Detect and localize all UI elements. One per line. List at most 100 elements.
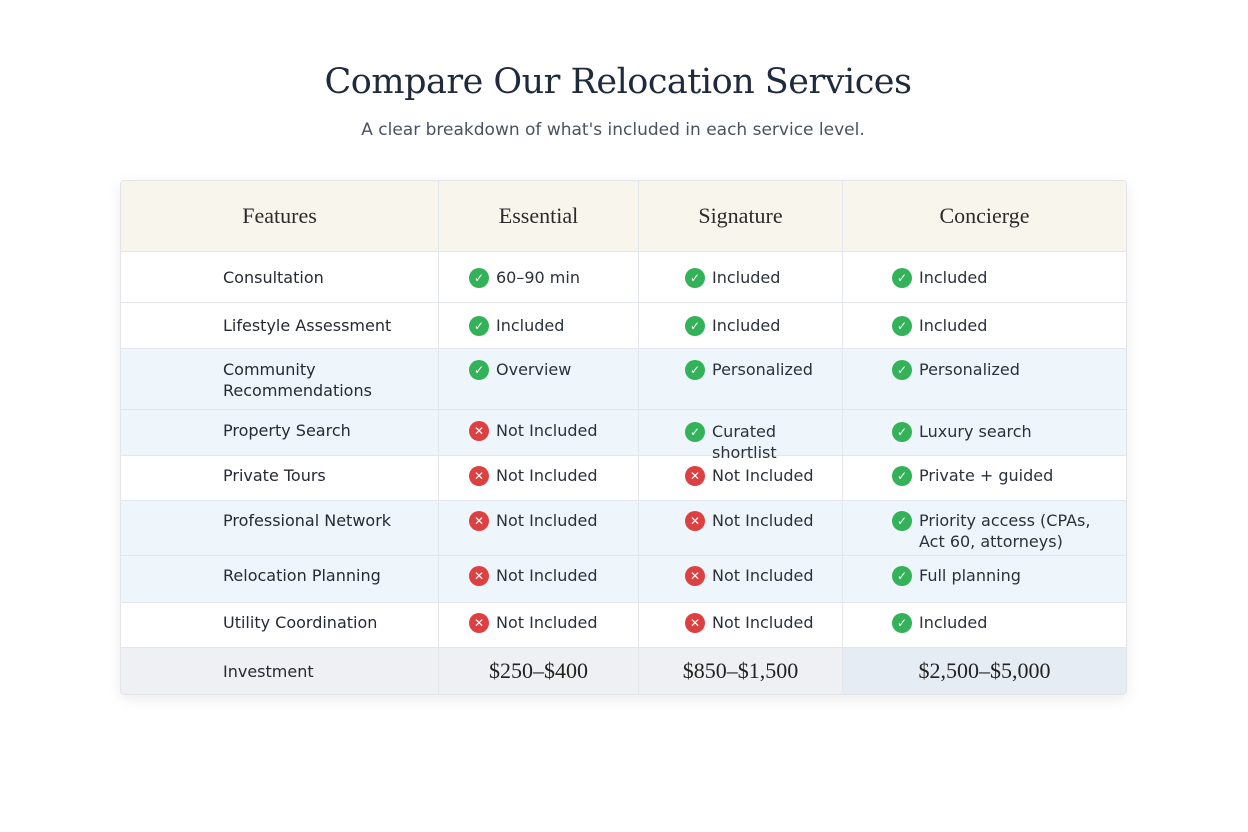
x-icon: ✕ bbox=[469, 613, 489, 633]
cell-text: Included bbox=[919, 268, 988, 287]
feature-cell: ✓ Full planning bbox=[842, 556, 1126, 602]
feature-label: Private Tours bbox=[223, 466, 326, 485]
table-row: Lifestyle Assessment ✓ Included ✓ Included ✓ I… bbox=[121, 302, 1126, 348]
investment-row: Investment $250–$400 $850–$1,500 $2,500–… bbox=[121, 647, 1126, 694]
column-header-features: Features bbox=[242, 203, 317, 228]
check-icon: ✓ bbox=[892, 511, 912, 531]
feature-label: Property Search bbox=[223, 421, 351, 440]
x-icon: ✕ bbox=[469, 511, 489, 531]
column-header-essential: Essential bbox=[438, 181, 638, 251]
cell-text: Not Included bbox=[496, 566, 598, 585]
page-title: Compare Our Relocation Services bbox=[324, 62, 912, 102]
cell-text: Included bbox=[919, 316, 988, 335]
check-icon: ✓ bbox=[685, 268, 705, 288]
table-row: Private Tours ✕ Not Included ✕ Not Included ✓… bbox=[121, 455, 1126, 500]
cell-text: Personalized bbox=[712, 360, 813, 379]
feature-cell: ✓ Included bbox=[842, 303, 1126, 348]
check-icon: ✓ bbox=[469, 268, 489, 288]
column-header-signature: Signature bbox=[638, 181, 842, 251]
feature-cell: ✓ Luxury search bbox=[842, 410, 1126, 463]
check-icon: ✓ bbox=[892, 422, 912, 442]
x-icon: ✕ bbox=[469, 421, 489, 441]
price-essential: $250–$400 bbox=[438, 648, 638, 694]
feature-cell: ✓ Private + guided bbox=[842, 456, 1126, 500]
cell-text: Priority access (CPAs, Act 60, attorneys… bbox=[919, 511, 1091, 551]
feature-cell: ✕ Not Included bbox=[638, 456, 842, 500]
feature-label: Consultation bbox=[223, 268, 324, 287]
feature-cell: ✓ Included bbox=[638, 252, 842, 302]
x-icon: ✕ bbox=[685, 466, 705, 486]
check-icon: ✓ bbox=[892, 360, 912, 380]
cell-text: Not Included bbox=[496, 466, 598, 485]
x-icon: ✕ bbox=[685, 566, 705, 586]
price-signature: $850–$1,500 bbox=[638, 648, 842, 694]
feature-cell: ✓ Personalized bbox=[842, 349, 1126, 409]
x-icon: ✕ bbox=[469, 466, 489, 486]
feature-label: Relocation Planning bbox=[223, 566, 381, 585]
check-icon: ✓ bbox=[892, 566, 912, 586]
cell-text: Not Included bbox=[712, 466, 814, 485]
x-icon: ✕ bbox=[685, 613, 705, 633]
cell-text: Personalized bbox=[919, 360, 1020, 379]
feature-cell: ✕ Not Included bbox=[638, 603, 842, 647]
feature-cell: ✕ Not Included bbox=[438, 410, 638, 463]
cell-text: Full planning bbox=[919, 566, 1021, 585]
check-icon: ✓ bbox=[892, 613, 912, 633]
page-subtitle: A clear breakdown of what's included in … bbox=[361, 120, 865, 140]
feature-cell: ✓ Curated shortlist bbox=[638, 410, 842, 463]
table-row: Utility Coordination ✕ Not Included ✕ Not In… bbox=[121, 602, 1126, 647]
table-row: Community Recommendations ✓ Overview ✓ Perso… bbox=[121, 348, 1126, 409]
cell-text: Included bbox=[712, 316, 781, 335]
feature-cell: ✓ Included bbox=[438, 303, 638, 348]
column-header-concierge: Concierge bbox=[842, 181, 1126, 251]
check-icon: ✓ bbox=[469, 316, 489, 336]
cell-text: Included bbox=[496, 316, 565, 335]
cell-text: Included bbox=[712, 268, 781, 287]
feature-label: Lifestyle Assessment bbox=[223, 316, 392, 335]
feature-cell: ✓ Included bbox=[842, 252, 1126, 302]
check-icon: ✓ bbox=[892, 466, 912, 486]
feature-cell: ✓ Included bbox=[842, 603, 1126, 647]
feature-cell: ✕ Not Included bbox=[438, 456, 638, 500]
cell-text: 60–90 min bbox=[496, 268, 580, 287]
cell-text: Not Included bbox=[712, 566, 814, 585]
check-icon: ✓ bbox=[685, 360, 705, 380]
cell-text: Curated shortlist bbox=[712, 422, 777, 462]
feature-cell: ✓ Priority access (CPAs, Act 60, attorney… bbox=[842, 501, 1126, 555]
check-icon: ✓ bbox=[892, 268, 912, 288]
feature-label: Utility Coordination bbox=[223, 613, 378, 632]
table-row: Consultation ✓ 60–90 min ✓ Included ✓ Included bbox=[121, 251, 1126, 302]
feature-cell: ✓ Personalized bbox=[638, 349, 842, 409]
feature-cell: ✕ Not Included bbox=[638, 556, 842, 602]
cell-text: Not Included bbox=[496, 421, 598, 440]
comparison-table: Features Essential Signature Concierge C… bbox=[120, 180, 1127, 695]
table-row: Professional Network ✕ Not Included ✕ Not In… bbox=[121, 500, 1126, 555]
check-icon: ✓ bbox=[685, 316, 705, 336]
check-icon: ✓ bbox=[892, 316, 912, 336]
x-icon: ✕ bbox=[469, 566, 489, 586]
cell-text: Private + guided bbox=[919, 466, 1054, 485]
cell-text: Not Included bbox=[712, 613, 814, 632]
feature-label: Community Recommendations bbox=[223, 360, 372, 400]
table-header: Features Essential Signature Concierge bbox=[121, 181, 1126, 251]
table-row: Property Search ✕ Not Included ✓ Curated sho… bbox=[121, 409, 1126, 463]
feature-label: Professional Network bbox=[223, 511, 392, 530]
feature-cell: ✓ Included bbox=[638, 303, 842, 348]
feature-cell: ✕ Not Included bbox=[438, 603, 638, 647]
feature-cell: ✕ Not Included bbox=[438, 556, 638, 602]
cell-text: Overview bbox=[496, 360, 572, 379]
table-row: Relocation Planning ✕ Not Included ✕ Not Inc… bbox=[121, 555, 1126, 602]
feature-cell: ✕ Not Included bbox=[438, 501, 638, 555]
x-icon: ✕ bbox=[685, 511, 705, 531]
cell-text: Not Included bbox=[496, 613, 598, 632]
feature-cell: ✓ Overview bbox=[438, 349, 638, 409]
price-concierge: $2,500–$5,000 bbox=[842, 648, 1126, 694]
cell-text: Included bbox=[919, 613, 988, 632]
feature-cell: ✓ 60–90 min bbox=[438, 252, 638, 302]
check-icon: ✓ bbox=[685, 422, 705, 442]
feature-cell: ✕ Not Included bbox=[638, 501, 842, 555]
investment-label: Investment bbox=[223, 661, 314, 681]
cell-text: Not Included bbox=[496, 511, 598, 530]
cell-text: Not Included bbox=[712, 511, 814, 530]
cell-text: Luxury search bbox=[919, 422, 1032, 441]
